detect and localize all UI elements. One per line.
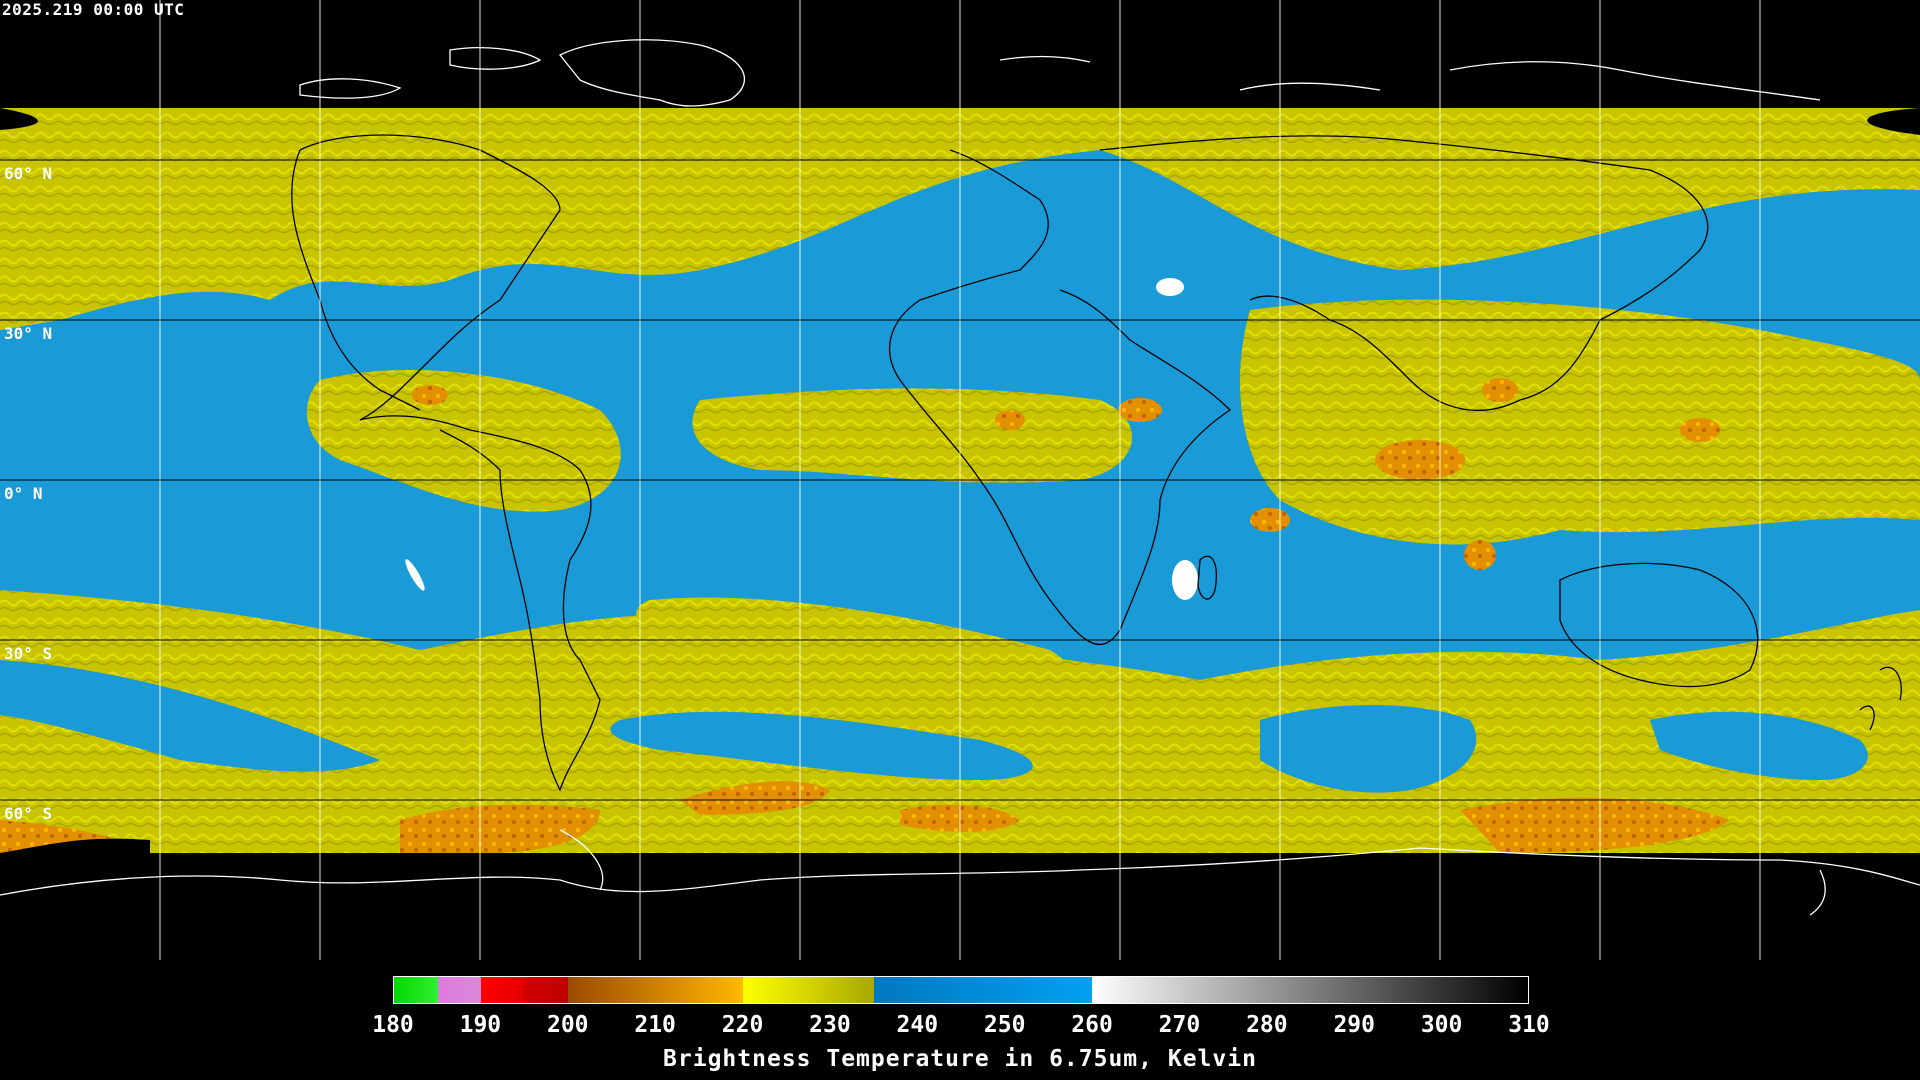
color-scale-segment bbox=[394, 977, 438, 1003]
lat-label-60s: 60° S bbox=[4, 804, 53, 823]
lat-label-30n: 30° N bbox=[4, 324, 53, 343]
tick-label: 240 bbox=[896, 1012, 939, 1038]
tick-label: 200 bbox=[546, 1012, 589, 1038]
color-scale-ticks: 180 190 200 210 220 230 240 250 260 270 … bbox=[0, 1012, 1920, 1042]
tick-label: 220 bbox=[721, 1012, 764, 1038]
tick-label: 250 bbox=[983, 1012, 1026, 1038]
color-scale-segment bbox=[742, 977, 874, 1003]
tick-label: 190 bbox=[459, 1012, 502, 1038]
color-scale-segment bbox=[873, 977, 1092, 1003]
timestamp-label: 2025.219 00:00 UTC bbox=[2, 0, 185, 19]
very-dry-spots bbox=[405, 278, 1198, 600]
tick-label: 260 bbox=[1071, 1012, 1113, 1038]
color-scale-segment bbox=[524, 977, 569, 1003]
color-scale-segment bbox=[568, 977, 743, 1003]
lat-label-60n: 60° N bbox=[4, 164, 53, 183]
color-scale-title: Brightness Temperature in 6.75um, Kelvin bbox=[663, 1046, 1257, 1072]
tick-label: 230 bbox=[809, 1012, 851, 1038]
lat-lon-grid bbox=[0, 0, 1920, 960]
tick-label: 300 bbox=[1420, 1012, 1463, 1038]
color-scale-bar bbox=[393, 976, 1529, 1004]
tick-label: 180 bbox=[372, 1012, 414, 1038]
tick-label: 290 bbox=[1333, 1012, 1375, 1038]
tick-label: 210 bbox=[634, 1012, 676, 1038]
coastlines bbox=[0, 39, 1920, 916]
color-scale-segment bbox=[1091, 977, 1528, 1003]
dry-channels bbox=[0, 660, 1868, 793]
tick-label: 310 bbox=[1508, 1012, 1550, 1038]
tick-label: 270 bbox=[1158, 1012, 1201, 1038]
tick-label: 280 bbox=[1246, 1012, 1288, 1038]
water-vapor-map bbox=[0, 0, 1920, 960]
lat-label-30s: 30° S bbox=[4, 644, 53, 663]
color-scale-segment bbox=[437, 977, 482, 1003]
lat-label-equator: 0° N bbox=[4, 484, 43, 503]
color-scale-segment bbox=[481, 977, 525, 1003]
